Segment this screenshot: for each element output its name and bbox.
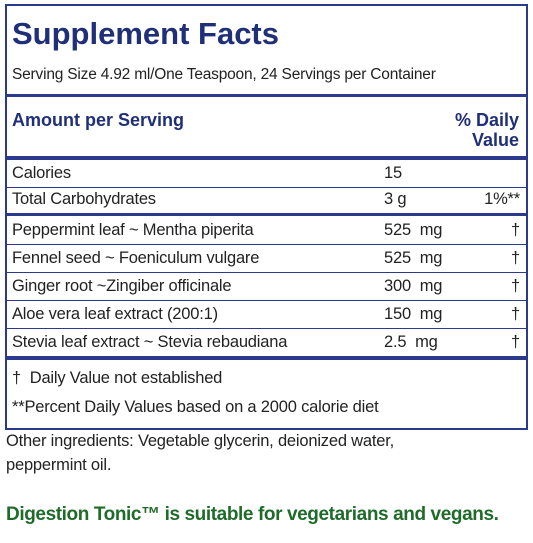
daily-value: †	[511, 220, 520, 239]
title: Supplement Facts	[12, 16, 279, 51]
daily-value: 1%**	[484, 190, 520, 209]
facts-box	[5, 4, 528, 430]
row-divider	[7, 272, 526, 273]
footnote: † Daily Value not established	[12, 369, 223, 387]
nutrient-name: Total Carbohydrates	[12, 190, 156, 209]
other-ingredients: Other ingredients: Vegetable glycerin, d…	[6, 432, 394, 450]
dv-header: Value	[471, 130, 519, 150]
footnote: **Percent Daily Values based on a 2000 c…	[12, 398, 379, 416]
nutrient-name: Aloe vera leaf extract (200:1)	[12, 304, 218, 323]
nutrient-name: Peppermint leaf ~ Mentha piperita	[12, 220, 254, 239]
row-divider	[7, 186, 526, 188]
serving-size: Serving Size 4.92 ml/One Teaspoon, 24 Se…	[12, 66, 436, 83]
nutrient-name: Calories	[12, 163, 71, 182]
rule	[7, 156, 526, 160]
rule	[7, 213, 526, 216]
nutrient-amount: 525 mg	[384, 220, 443, 239]
other-ingredients: peppermint oil.	[6, 456, 112, 474]
amount-header: Amount per Serving	[12, 110, 185, 130]
nutrient-name: Stevia leaf extract ~ Stevia rebaudiana	[12, 332, 288, 351]
daily-value: †	[511, 248, 520, 267]
rule	[7, 94, 526, 97]
daily-value: †	[511, 332, 520, 351]
nutrient-name: Fennel seed ~ Foeniculum vulgare	[12, 248, 260, 267]
daily-value: †	[511, 304, 520, 323]
nutrient-amount: 150 mg	[384, 304, 443, 323]
row-divider	[7, 328, 526, 329]
daily-value: †	[511, 276, 520, 295]
nutrient-name: Ginger root ~Zingiber officinale	[12, 276, 232, 295]
vegan-note: Digestion Tonic™ is suitable for vegetar…	[6, 504, 499, 525]
row-divider	[7, 244, 526, 245]
row-divider	[7, 300, 526, 301]
nutrient-amount: 300 mg	[384, 276, 443, 295]
nutrient-amount: 15	[384, 163, 402, 182]
nutrient-amount: 3 g	[384, 190, 407, 209]
dv-header: % Daily	[454, 110, 519, 130]
rule	[7, 356, 526, 360]
nutrient-amount: 525 mg	[384, 248, 443, 267]
nutrient-amount: 2.5 mg	[384, 332, 438, 351]
